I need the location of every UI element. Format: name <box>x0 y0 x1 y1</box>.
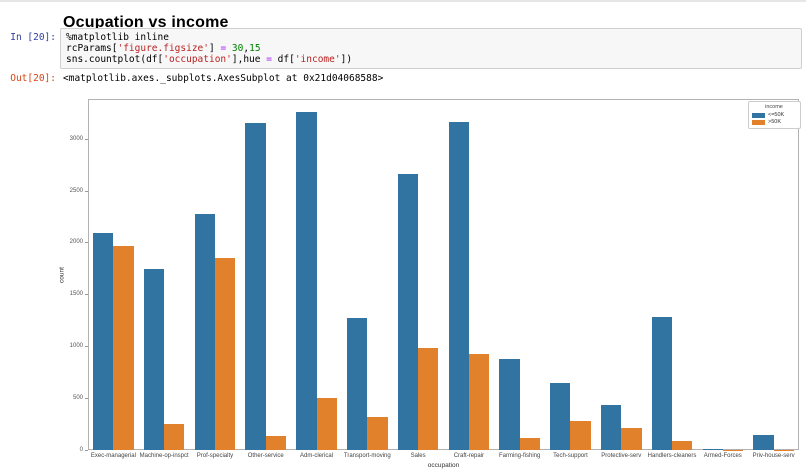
y-tick-mark <box>85 398 88 399</box>
legend-entry: >50K <box>752 119 796 125</box>
bar-<=50K <box>347 318 367 450</box>
x-axis-label: occupation <box>88 462 799 469</box>
bar-<=50K <box>296 112 316 450</box>
code-token: rcParams[ <box>66 43 117 54</box>
code-token: ] <box>209 43 220 54</box>
bar-<=50K <box>144 269 164 450</box>
input-prompt: In [20]: <box>0 28 56 43</box>
y-tick-label: 1000 <box>53 343 83 349</box>
y-tick-mark <box>85 139 88 140</box>
code-token: df[ <box>272 54 295 65</box>
code-line: %matplotlib inline <box>66 32 796 43</box>
y-tick-mark <box>85 450 88 451</box>
bar-<=50K <box>753 435 773 450</box>
bar->50K <box>520 438 540 450</box>
legend-label: <=50K <box>768 112 784 118</box>
bar-<=50K <box>550 383 570 450</box>
y-tick-label: 500 <box>53 395 83 401</box>
bar->50K <box>266 436 286 450</box>
code-token: ],hue <box>232 54 266 65</box>
y-tick-mark <box>85 191 88 192</box>
y-tick-mark <box>85 242 88 243</box>
code-token: %matplotlib inline <box>66 32 169 43</box>
y-tick-label: 2000 <box>53 239 83 245</box>
y-tick-mark <box>85 346 88 347</box>
bar-<=50K <box>93 233 113 450</box>
bar-<=50K <box>398 174 418 450</box>
code-token: 30 <box>232 43 243 54</box>
code-line: rcParams['figure.figsize'] = 30,15 <box>66 43 796 54</box>
legend-swatch-icon <box>752 120 765 125</box>
legend: income<=50K>50K <box>748 101 801 129</box>
bar-<=50K <box>703 449 723 450</box>
bar->50K <box>317 398 337 450</box>
code-token: 'occupation' <box>163 54 232 65</box>
output-cell: Out[20]: <matplotlib.axes._subplots.Axes… <box>0 69 802 84</box>
bar->50K <box>621 428 641 450</box>
legend-label: >50K <box>768 119 781 125</box>
output-repr-text: <matplotlib.axes._subplots.AxesSubplot a… <box>63 69 383 84</box>
bar->50K <box>469 354 489 450</box>
notebook-top-divider <box>0 0 806 2</box>
code-token: sns.countplot(df[ <box>66 54 163 65</box>
y-tick-label: 1500 <box>53 291 83 297</box>
output-prompt: Out[20]: <box>0 69 56 84</box>
bar->50K <box>367 417 387 450</box>
code-line: sns.countplot(df['occupation'],hue = df[… <box>66 54 796 65</box>
bar-<=50K <box>601 405 621 450</box>
bar->50K <box>570 421 590 450</box>
code-token: ]) <box>341 54 352 65</box>
legend-swatch-icon <box>752 113 765 118</box>
code-token: 'income' <box>295 54 341 65</box>
bar-<=50K <box>195 214 215 450</box>
bar-<=50K <box>499 359 519 450</box>
bar->50K <box>113 246 133 450</box>
y-tick-label: 3000 <box>53 136 83 142</box>
code-token: 15 <box>249 43 260 54</box>
bar->50K <box>164 424 184 450</box>
y-tick-label: 0 <box>53 447 83 453</box>
bar-<=50K <box>652 317 672 450</box>
y-axis-label: count <box>59 267 66 283</box>
code-token: 'figure.figsize' <box>117 43 209 54</box>
x-tick-label: Priv-house-serv <box>739 453 806 459</box>
bar-<=50K <box>245 123 265 450</box>
bar->50K <box>418 348 438 450</box>
bar->50K <box>215 258 235 450</box>
y-tick-label: 2500 <box>53 188 83 194</box>
legend-title: income <box>752 104 796 111</box>
legend-entry: <=50K <box>752 112 796 118</box>
bar-<=50K <box>449 122 469 450</box>
bar->50K <box>672 441 692 450</box>
y-tick-mark <box>85 294 88 295</box>
